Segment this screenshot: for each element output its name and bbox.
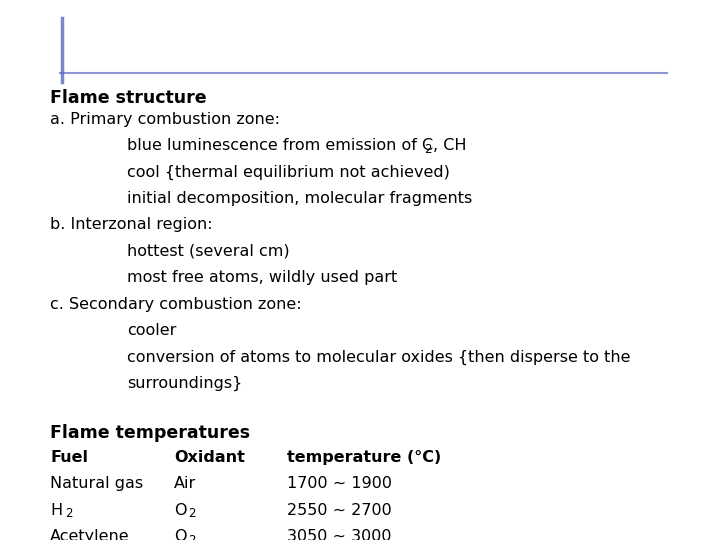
Text: 2: 2 xyxy=(189,534,196,540)
Text: Air: Air xyxy=(174,476,196,491)
Text: cool {thermal equilibrium not achieved): cool {thermal equilibrium not achieved) xyxy=(127,165,450,180)
Text: Natural gas: Natural gas xyxy=(50,476,143,491)
Text: Fuel: Fuel xyxy=(50,450,88,465)
Text: , CH: , CH xyxy=(433,138,467,153)
Text: 1700 ~ 1900: 1700 ~ 1900 xyxy=(287,476,392,491)
Text: 2: 2 xyxy=(189,508,196,521)
Text: cooler: cooler xyxy=(127,323,176,338)
Text: surroundings}: surroundings} xyxy=(127,376,242,391)
Text: b. Interzonal region:: b. Interzonal region: xyxy=(50,218,213,232)
Text: 2: 2 xyxy=(65,508,72,521)
Text: 2: 2 xyxy=(425,143,432,156)
Text: Acetylene: Acetylene xyxy=(50,529,130,540)
Text: conversion of atoms to molecular oxides {then disperse to the: conversion of atoms to molecular oxides … xyxy=(127,349,631,364)
Text: H: H xyxy=(50,503,62,518)
Text: 2550 ~ 2700: 2550 ~ 2700 xyxy=(287,503,392,518)
Text: Flame temperatures: Flame temperatures xyxy=(50,423,251,442)
Text: hottest (several cm): hottest (several cm) xyxy=(127,244,289,259)
Text: O: O xyxy=(174,503,186,518)
Text: O: O xyxy=(174,529,186,540)
Text: Oxidant: Oxidant xyxy=(174,450,245,465)
Text: temperature (°C): temperature (°C) xyxy=(287,450,441,465)
Text: Flame structure: Flame structure xyxy=(50,89,207,107)
Text: initial decomposition, molecular fragments: initial decomposition, molecular fragmen… xyxy=(127,191,472,206)
Text: c. Secondary combustion zone:: c. Secondary combustion zone: xyxy=(50,296,302,312)
Text: 3050 ~ 3000: 3050 ~ 3000 xyxy=(287,529,392,540)
Text: most free atoms, wildly used part: most free atoms, wildly used part xyxy=(127,270,397,285)
Text: blue luminescence from emission of C: blue luminescence from emission of C xyxy=(127,138,433,153)
Text: a. Primary combustion zone:: a. Primary combustion zone: xyxy=(50,112,280,127)
